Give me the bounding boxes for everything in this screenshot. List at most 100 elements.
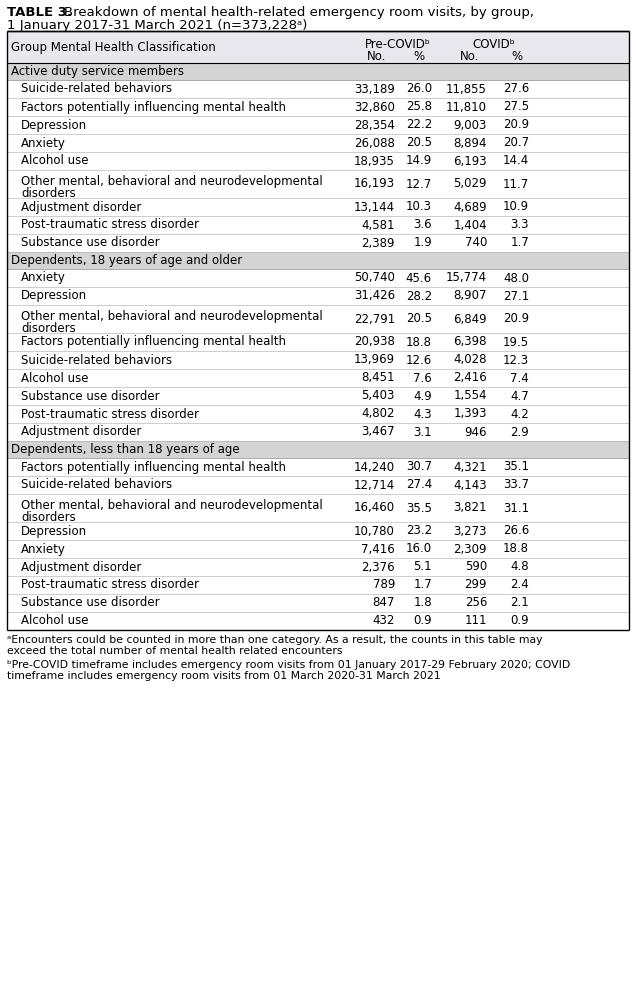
Text: 14,240: 14,240 [354, 460, 395, 474]
Text: 35.1: 35.1 [503, 460, 529, 474]
Text: 1,393: 1,393 [453, 407, 487, 421]
Text: 11,810: 11,810 [446, 100, 487, 114]
Text: Factors potentially influencing mental health: Factors potentially influencing mental h… [21, 460, 286, 474]
Text: 4.9: 4.9 [413, 389, 432, 402]
Text: 13,969: 13,969 [354, 353, 395, 367]
Text: 12.7: 12.7 [406, 178, 432, 190]
Text: 20.5: 20.5 [406, 136, 432, 149]
Text: 3.6: 3.6 [413, 219, 432, 232]
Text: 6,398: 6,398 [453, 336, 487, 348]
Text: 14.9: 14.9 [406, 154, 432, 168]
Text: Other mental, behavioral and neurodevelopmental: Other mental, behavioral and neurodevelo… [21, 499, 322, 512]
Text: 16.0: 16.0 [406, 542, 432, 555]
Text: Alcohol use: Alcohol use [21, 614, 88, 628]
Text: 25.8: 25.8 [406, 100, 432, 114]
Text: 4.2: 4.2 [510, 407, 529, 421]
Text: 18,935: 18,935 [354, 154, 395, 168]
Text: 1,554: 1,554 [453, 389, 487, 402]
Text: Post-traumatic stress disorder: Post-traumatic stress disorder [21, 219, 199, 232]
Text: 7.4: 7.4 [510, 372, 529, 385]
Text: 30.7: 30.7 [406, 460, 432, 474]
Text: 1 January 2017-31 March 2021 (n=373,228ᵃ): 1 January 2017-31 March 2021 (n=373,228ᵃ… [7, 19, 307, 32]
Text: Adjustment disorder: Adjustment disorder [21, 200, 141, 214]
Text: 20.7: 20.7 [503, 136, 529, 149]
Text: 256: 256 [465, 596, 487, 609]
Text: 33.7: 33.7 [503, 479, 529, 491]
Text: Suicide-related behaviors: Suicide-related behaviors [21, 479, 172, 491]
Text: Active duty service members: Active duty service members [11, 65, 184, 78]
Text: 0.9: 0.9 [510, 614, 529, 628]
Text: 31,426: 31,426 [354, 289, 395, 302]
Text: 4,581: 4,581 [361, 219, 395, 232]
Text: Anxiety: Anxiety [21, 272, 66, 284]
Text: 32,860: 32,860 [354, 100, 395, 114]
Text: 847: 847 [373, 596, 395, 609]
Text: 12,714: 12,714 [354, 479, 395, 491]
Text: 4,321: 4,321 [453, 460, 487, 474]
Bar [7, 31, 629, 63]
Text: 6,849: 6,849 [453, 313, 487, 326]
Text: Other mental, behavioral and neurodevelopmental: Other mental, behavioral and neurodevelo… [21, 310, 322, 323]
Text: 7,416: 7,416 [361, 542, 395, 555]
Text: Post-traumatic stress disorder: Post-traumatic stress disorder [21, 407, 199, 421]
Text: 16,193: 16,193 [354, 178, 395, 190]
Text: 20,938: 20,938 [354, 336, 395, 348]
Text: Depression: Depression [21, 525, 87, 538]
Text: 3.1: 3.1 [413, 426, 432, 439]
Text: 4,028: 4,028 [453, 353, 487, 367]
Text: 2,416: 2,416 [453, 372, 487, 385]
Text: Anxiety: Anxiety [21, 542, 66, 555]
Text: TABLE 3.: TABLE 3. [7, 6, 72, 19]
Text: 19.5: 19.5 [503, 336, 529, 348]
Text: 8,907: 8,907 [453, 289, 487, 302]
Text: 432: 432 [373, 614, 395, 628]
Text: 4.7: 4.7 [510, 389, 529, 402]
Text: 22.2: 22.2 [406, 119, 432, 131]
Text: 299: 299 [464, 579, 487, 592]
Text: 31.1: 31.1 [503, 501, 529, 514]
Text: Dependents, 18 years of age and older: Dependents, 18 years of age and older [11, 254, 242, 267]
Text: Other mental, behavioral and neurodevelopmental: Other mental, behavioral and neurodevelo… [21, 175, 322, 188]
Text: Depression: Depression [21, 119, 87, 131]
Bar [7, 63, 629, 80]
Text: 33,189: 33,189 [354, 82, 395, 95]
Text: exceed the total number of mental health related encounters: exceed the total number of mental health… [7, 646, 343, 656]
Text: 45.6: 45.6 [406, 272, 432, 284]
Text: 20.5: 20.5 [406, 313, 432, 326]
Text: 5,029: 5,029 [453, 178, 487, 190]
Text: 28.2: 28.2 [406, 289, 432, 302]
Text: 2,376: 2,376 [361, 560, 395, 574]
Text: %: % [511, 50, 523, 63]
Text: 35.5: 35.5 [406, 501, 432, 514]
Text: 26,088: 26,088 [354, 136, 395, 149]
Text: Depression: Depression [21, 289, 87, 302]
Text: 10,780: 10,780 [354, 525, 395, 538]
Bar [7, 441, 629, 458]
Text: 26.0: 26.0 [406, 82, 432, 95]
Text: 50,740: 50,740 [354, 272, 395, 284]
Text: Suicide-related behaviors: Suicide-related behaviors [21, 82, 172, 95]
Text: No.: No. [368, 50, 387, 63]
Text: Breakdown of mental health-related emergency room visits, by group,: Breakdown of mental health-related emerg… [64, 6, 534, 19]
Text: 2.1: 2.1 [510, 596, 529, 609]
Text: 23.2: 23.2 [406, 525, 432, 538]
Text: 22,791: 22,791 [354, 313, 395, 326]
Text: Anxiety: Anxiety [21, 136, 66, 149]
Text: 10.3: 10.3 [406, 200, 432, 214]
Text: %: % [413, 50, 425, 63]
Text: 12.3: 12.3 [503, 353, 529, 367]
Text: 13,144: 13,144 [354, 200, 395, 214]
Text: 6,193: 6,193 [453, 154, 487, 168]
Text: 1.9: 1.9 [413, 236, 432, 249]
Text: 946: 946 [464, 426, 487, 439]
Text: 1,404: 1,404 [453, 219, 487, 232]
Text: disorders: disorders [21, 322, 76, 335]
Text: No.: No. [460, 50, 480, 63]
Text: 27.4: 27.4 [406, 479, 432, 491]
Text: 27.1: 27.1 [502, 289, 529, 302]
Text: ᵇPre-COVID timeframe includes emergency room visits from 01 January 2017-29 Febr: ᵇPre-COVID timeframe includes emergency … [7, 660, 570, 670]
Text: 4,802: 4,802 [361, 407, 395, 421]
Text: 4.3: 4.3 [413, 407, 432, 421]
Text: 18.8: 18.8 [406, 336, 432, 348]
Text: 3,821: 3,821 [453, 501, 487, 514]
